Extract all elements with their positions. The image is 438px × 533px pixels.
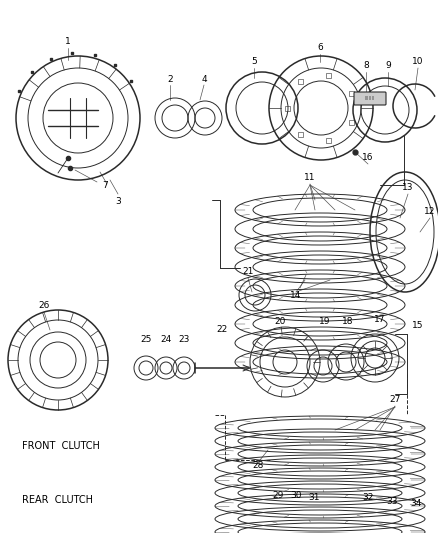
Text: 22: 22 <box>216 326 228 335</box>
Text: 5: 5 <box>251 58 257 67</box>
Text: 9: 9 <box>385 61 391 70</box>
Text: 4: 4 <box>201 76 207 85</box>
Text: 6: 6 <box>317 44 323 52</box>
Text: 18: 18 <box>342 318 354 327</box>
Text: 26: 26 <box>38 302 49 311</box>
Text: IIIIIII: IIIIIII <box>365 95 375 101</box>
Text: 28: 28 <box>252 462 264 471</box>
Text: 25: 25 <box>140 335 152 344</box>
Text: REAR  CLUTCH: REAR CLUTCH <box>22 495 93 505</box>
Bar <box>297 132 303 136</box>
Bar <box>326 73 331 78</box>
Text: 34: 34 <box>410 499 422 508</box>
Text: 30: 30 <box>290 491 302 500</box>
Text: 20: 20 <box>274 318 286 327</box>
Text: 29: 29 <box>272 491 284 500</box>
Text: 13: 13 <box>402 183 414 192</box>
Text: 33: 33 <box>386 497 398 506</box>
Text: 15: 15 <box>412 321 424 330</box>
Text: 8: 8 <box>363 61 369 70</box>
Text: 24: 24 <box>160 335 172 344</box>
Text: 3: 3 <box>115 198 121 206</box>
Bar <box>326 138 331 143</box>
Text: 17: 17 <box>374 316 386 325</box>
FancyBboxPatch shape <box>354 92 386 105</box>
Bar <box>297 79 303 84</box>
Text: 2: 2 <box>167 76 173 85</box>
Text: 21: 21 <box>242 268 254 277</box>
Text: 14: 14 <box>290 290 302 300</box>
Text: 32: 32 <box>362 494 374 503</box>
Bar <box>349 91 353 96</box>
Bar <box>349 120 353 125</box>
Text: 27: 27 <box>389 395 401 405</box>
Text: 16: 16 <box>362 154 374 163</box>
Text: 31: 31 <box>308 494 320 503</box>
Text: 11: 11 <box>304 174 316 182</box>
Text: 23: 23 <box>178 335 190 344</box>
Text: FRONT  CLUTCH: FRONT CLUTCH <box>22 441 100 451</box>
Bar <box>285 106 290 110</box>
Text: 12: 12 <box>424 207 436 216</box>
Text: 1: 1 <box>65 37 71 46</box>
Text: 7: 7 <box>102 181 108 190</box>
Text: 19: 19 <box>319 318 331 327</box>
Text: 10: 10 <box>412 58 424 67</box>
